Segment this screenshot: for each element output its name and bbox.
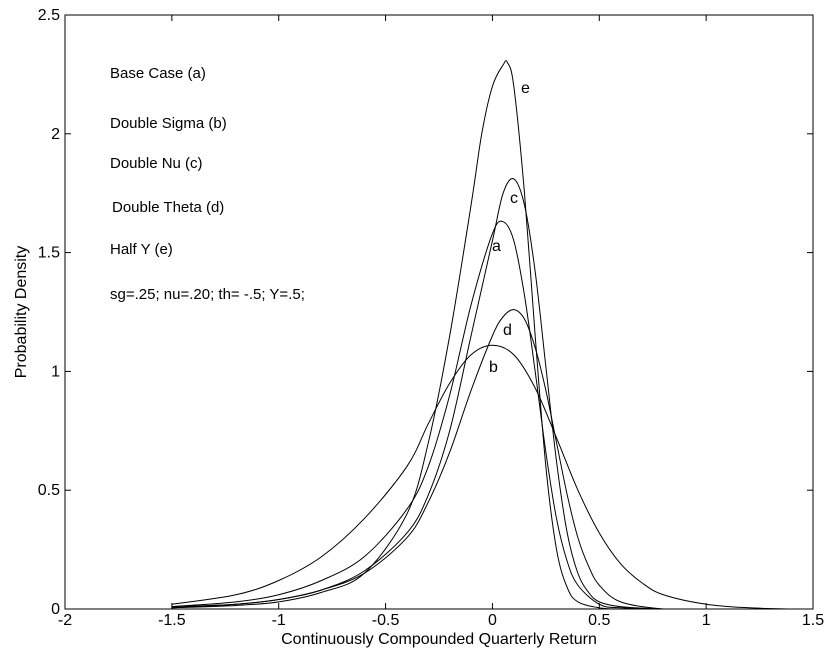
x-tick-label: 1 [702,612,711,629]
annotation-double-theta: Double Theta (d) [112,199,224,216]
annotation-half-y: Half Y (e) [110,241,173,258]
x-tick-label: -1 [272,612,286,629]
series-line-a [171,220,707,610]
y-tick-label: 0.5 [38,482,60,499]
series-line-d [171,309,707,610]
series-label-d: d [503,322,512,339]
x-tick-label: 0 [488,612,497,629]
y-tick-label: 2.5 [38,7,60,24]
x-tick-label: -0.5 [372,612,400,629]
plot-frame [64,14,814,610]
series-label-b: b [489,359,498,376]
x-tick-label: 1.5 [802,612,824,629]
series-line-c [171,178,707,610]
y-tick-label: 1.5 [38,245,60,262]
x-tick-label: -2 [58,612,72,629]
annotation-double-sigma: Double Sigma (b) [110,115,227,132]
x-axis-label: Continuously Compounded Quarterly Return [281,631,597,648]
ticks-layer [64,14,814,610]
x-tick-label: -1.5 [158,612,186,629]
annotation-parameters: sg=.25; nu=.20; th= -.5; Y=.5; [110,286,305,303]
y-tick-label: 2 [51,126,60,143]
y-tick-label: 0 [51,601,60,618]
series-label-a: a [492,238,501,255]
y-axis-label: Probability Density [13,246,30,379]
series-line-e [171,60,707,610]
y-tick-label: 1 [51,363,60,380]
curves-layer [171,60,792,610]
tick-labels-layer: -2 -1.5 -1 -0.5 0 0.5 1 1.5 0 0.5 1 1.5 2 2.5 [38,7,824,629]
x-tick-label: 0.5 [588,612,610,629]
annotation-double-nu: Double Nu (c) [110,155,203,172]
series-label-c: c [510,190,518,207]
annotation-base-case: Base Case (a) [110,65,206,82]
series-line-b [171,344,792,610]
series-label-e: e [521,80,530,97]
